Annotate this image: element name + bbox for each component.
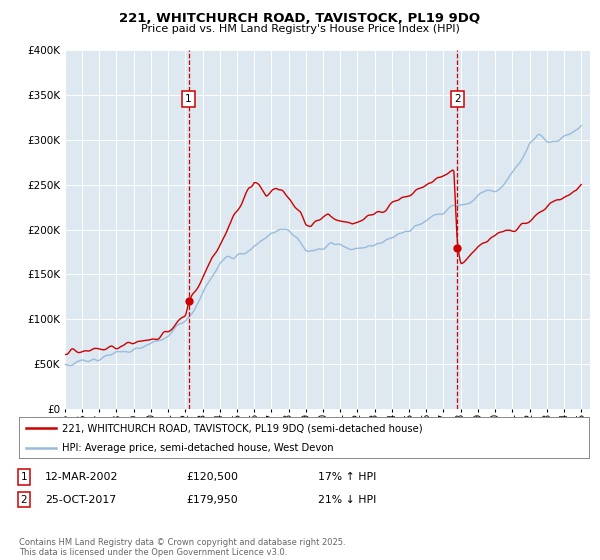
Text: Price paid vs. HM Land Registry's House Price Index (HPI): Price paid vs. HM Land Registry's House …: [140, 24, 460, 34]
Text: 221, WHITCHURCH ROAD, TAVISTOCK, PL19 9DQ: 221, WHITCHURCH ROAD, TAVISTOCK, PL19 9D…: [119, 12, 481, 25]
Text: £179,950: £179,950: [186, 494, 238, 505]
Text: 17% ↑ HPI: 17% ↑ HPI: [318, 472, 376, 482]
Text: 21% ↓ HPI: 21% ↓ HPI: [318, 494, 376, 505]
Text: 1: 1: [185, 94, 192, 104]
Text: 1: 1: [20, 472, 28, 482]
Text: 12-MAR-2002: 12-MAR-2002: [45, 472, 118, 482]
Text: 2: 2: [454, 94, 461, 104]
Text: £120,500: £120,500: [186, 472, 238, 482]
Text: 2: 2: [20, 494, 28, 505]
Text: HPI: Average price, semi-detached house, West Devon: HPI: Average price, semi-detached house,…: [62, 443, 334, 452]
Text: 25-OCT-2017: 25-OCT-2017: [45, 494, 116, 505]
Text: 221, WHITCHURCH ROAD, TAVISTOCK, PL19 9DQ (semi-detached house): 221, WHITCHURCH ROAD, TAVISTOCK, PL19 9D…: [62, 423, 422, 433]
Text: Contains HM Land Registry data © Crown copyright and database right 2025.
This d: Contains HM Land Registry data © Crown c…: [19, 538, 346, 557]
